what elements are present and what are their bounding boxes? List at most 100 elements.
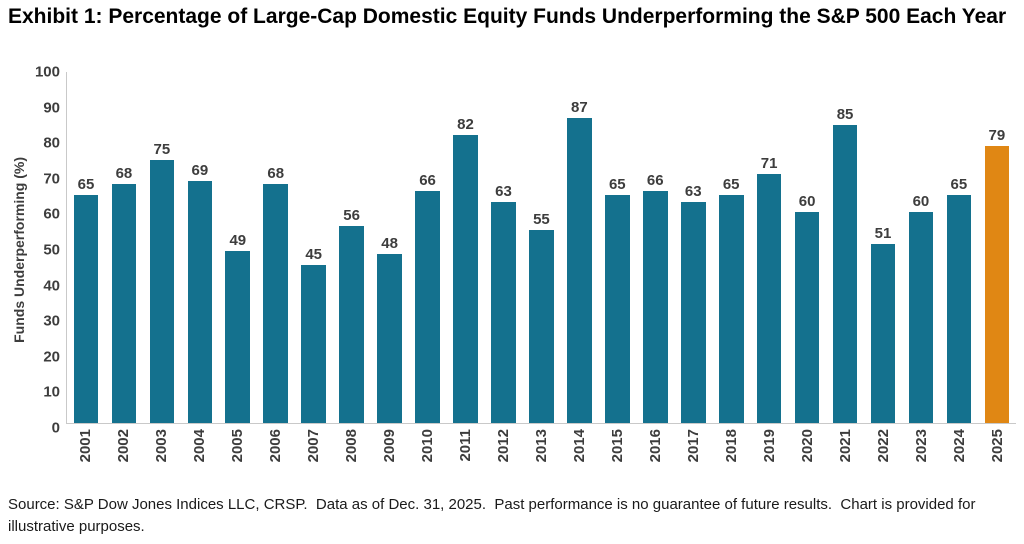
bar [604,194,630,423]
x-axis-label-text: 2006 [266,428,284,463]
y-tick-label: 10 [43,383,60,401]
y-tick-label: 70 [43,170,60,188]
bar [225,250,251,423]
y-tick-label: 40 [43,277,60,295]
bar [756,173,782,423]
bar-group: 85 [826,72,864,423]
bar [642,191,668,423]
x-axis-label-text: 2009 [380,428,398,463]
bar [680,201,706,423]
bar [111,184,137,423]
x-axis-label-text: 2025 [988,428,1006,463]
bar [946,194,972,423]
bar-value-label: 48 [381,235,398,253]
y-tick-label: 100 [34,63,60,81]
x-axis-label: 2011 [446,429,484,476]
x-axis-label-text: 2003 [152,428,170,463]
y-axis-ticks: 0 10 20 30 40 50 60 70 80 90 100 [30,65,66,436]
bar-group: 82 [447,72,485,423]
x-axis-label: 2024 [940,429,978,476]
bar-group: 45 [295,72,333,423]
bar-group: 68 [257,72,295,423]
x-axis-label: 2017 [674,429,712,476]
bar-group: 48 [371,72,409,423]
y-tick-label: 90 [43,99,60,117]
x-axis-label: 2025 [978,429,1016,476]
bar [832,124,858,423]
bar [529,229,554,423]
bar-value-label: 85 [836,105,854,123]
x-axis-label-text: 2021 [836,428,854,463]
x-axis-label: 2018 [712,429,750,476]
bar-group: 87 [560,72,598,423]
x-axis-label: 2001 [66,429,104,476]
x-axis-label: 2022 [864,429,902,476]
x-axis-label: 2012 [484,429,522,476]
x-axis-label-text: 2002 [114,428,132,463]
bar-value-label: 79 [988,126,1006,144]
x-axis-label-text: 2024 [950,428,968,463]
bar [718,194,744,423]
bar-value-label: 65 [608,175,626,193]
x-axis-label-text: 2010 [418,428,436,463]
x-axis-label-text: 2022 [874,428,892,463]
bar-group: 49 [219,72,257,423]
plot-area: 65 68 75 69 49 68 45 56 48 66 82 63 55 87 65 66 63 65 71 60… [66,72,1016,424]
bar [339,226,364,423]
bar-group: 65 [712,72,750,423]
x-axis-label: 2013 [522,429,560,476]
bar-group: 65 [940,72,978,423]
x-axis-label-text: 2017 [684,428,702,463]
x-axis-label: 2015 [598,429,636,476]
x-axis-label: 2009 [370,429,408,476]
bar-value-label: 75 [153,140,171,158]
bar-group: 60 [788,72,826,423]
x-axis-label: 2014 [560,429,598,476]
bar-group: 56 [333,72,371,423]
x-axis-label: 2019 [750,429,788,476]
x-axis-label-text: 2005 [228,428,246,463]
bar-value-label: 56 [343,207,360,225]
bar-chart: Funds Underperforming (%) 0 10 20 30 40 50 60 7… [8,65,1016,476]
x-axis-label-text: 2018 [722,428,740,463]
bar-group: 71 [750,72,788,423]
x-axis-label: 2006 [256,429,294,476]
source-note: Source: S&P Dow Jones Indices LLC, CRSP.… [8,496,980,535]
x-axis-label: 2005 [218,429,256,476]
bar-group: 66 [636,72,674,423]
x-axis-label: 2002 [104,429,142,476]
bar-group: 63 [674,72,712,423]
x-axis-label: 2004 [180,429,218,476]
bar [187,180,213,423]
bar-value-label: 45 [305,245,323,263]
bar [415,191,440,423]
bar-value-label: 65 [722,175,740,193]
x-axis-label: 2020 [788,429,826,476]
bar-value-label: 68 [267,165,285,183]
x-axis-label: 2003 [142,429,180,476]
x-axis-labels: 2001 2002 2003 2004 2005 2006 2007 2008 2009 2010… [66,424,1016,476]
bar-value-label: 68 [115,165,133,183]
bar-value-label: 60 [798,193,816,211]
bar-value-label: 71 [760,154,778,172]
x-axis-label: 2010 [408,429,446,476]
bar [149,159,175,423]
bar [263,184,289,423]
x-axis-label-text: 2015 [608,428,626,463]
bar-value-label: 82 [457,116,474,134]
bar-group: 79 [978,72,1016,423]
x-axis-label-text: 2013 [532,428,550,463]
chart-title: Exhibit 1: Percentage of Large-Cap Domes… [8,5,1007,28]
bar-value-label: 51 [874,224,892,242]
bar-value-label: 63 [495,182,512,200]
x-axis-label: 2016 [636,429,674,476]
bar [908,212,934,423]
x-axis-label-text: 2019 [760,428,778,463]
x-axis-label-text: 2012 [494,428,512,463]
bar [73,194,99,423]
bar [567,117,592,423]
x-axis-label-text: 2007 [304,428,322,463]
bar-group: 65 [67,72,105,423]
bar-group: 68 [105,72,143,423]
